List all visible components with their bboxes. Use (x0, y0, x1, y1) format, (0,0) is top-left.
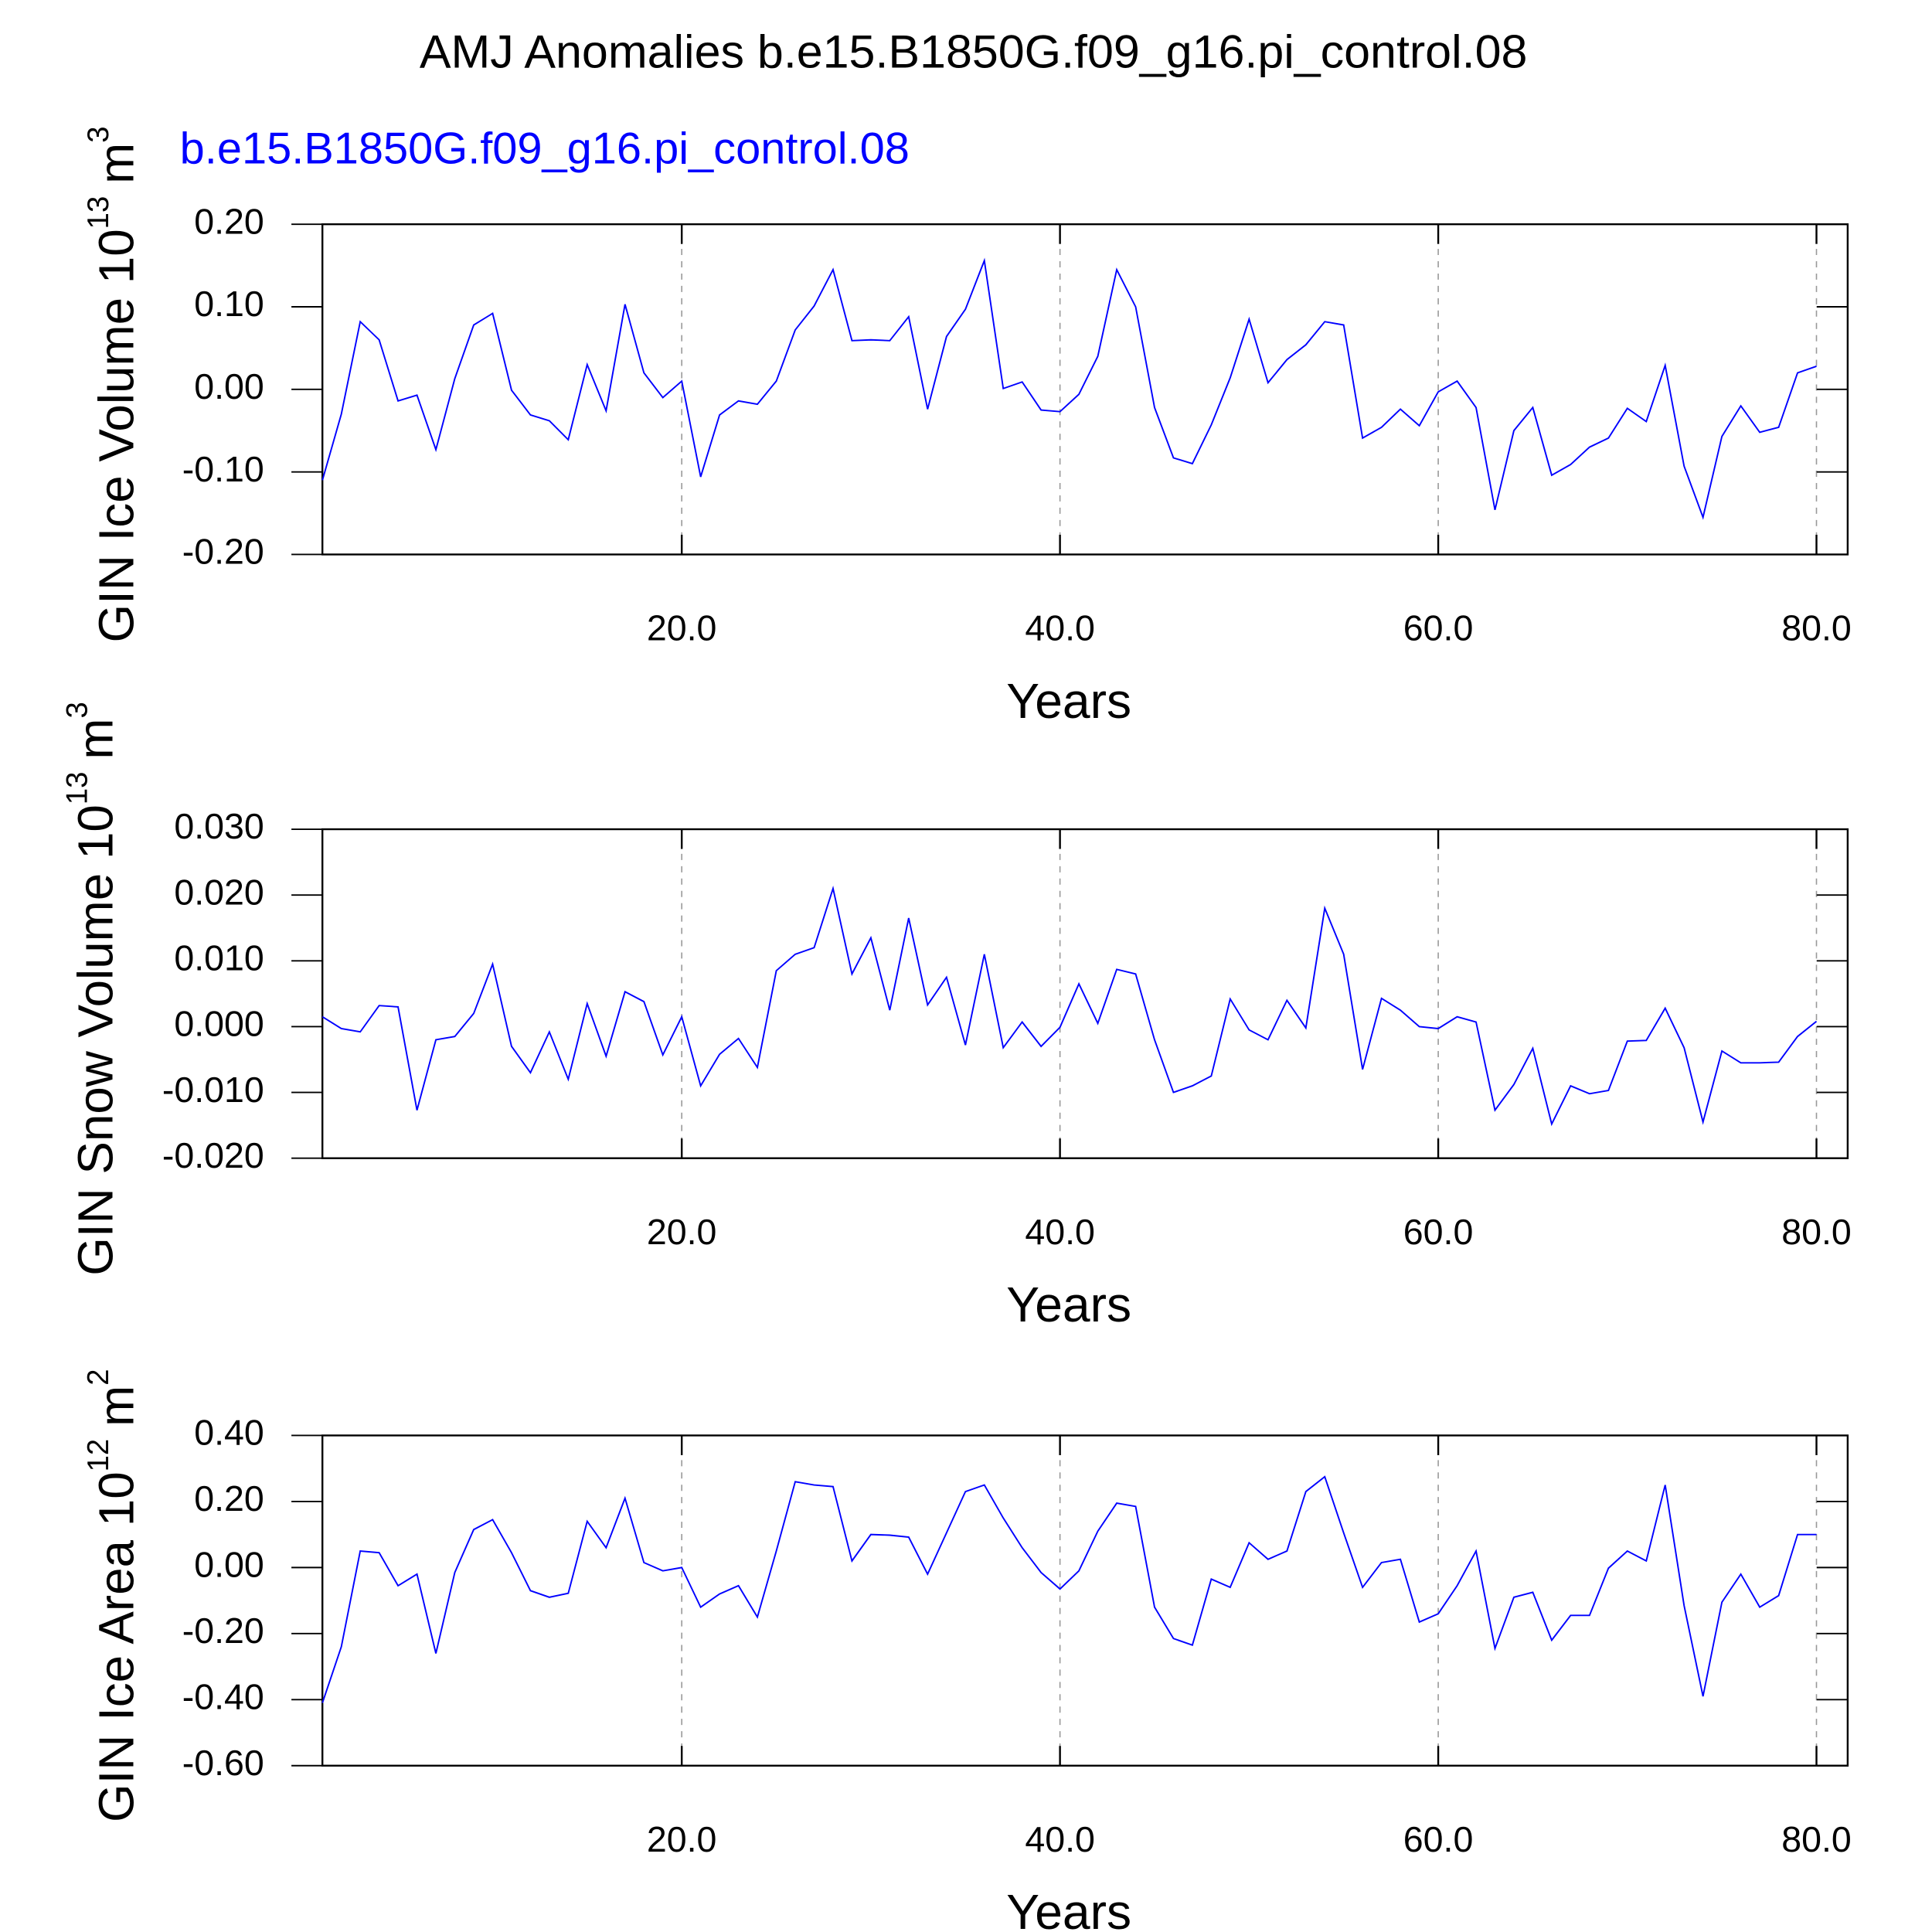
y-tick-label: 0.00 (194, 366, 264, 406)
x-tick-label: 80.0 (1781, 1819, 1852, 1859)
y-axis-label: GIN Snow Volume 1013 m3 (61, 702, 124, 1276)
plot-frame (321, 828, 1849, 1159)
y-axis-label: GIN Ice Area 1012 m2 (82, 1369, 145, 1822)
x-tick-label: 60.0 (1403, 608, 1474, 648)
y-tick-label: 0.000 (174, 1004, 264, 1044)
y-tick-label: -0.10 (182, 449, 264, 489)
x-tick-label: 80.0 (1781, 608, 1852, 648)
y-axis-label-text: GIN Snow Volume 10 (67, 804, 123, 1276)
y-tick-label: 0.40 (194, 1413, 264, 1453)
y-tick-label: -0.60 (182, 1743, 264, 1783)
x-tick-label: 80.0 (1781, 1212, 1852, 1252)
panel: 20.0 40.0 60.0 80.0 -0.60 -0.40 -0.20 0.00 0.20 0… (82, 1369, 1852, 1932)
y-axis-label-text: GIN Ice Volume 10 (88, 229, 144, 642)
y-tick-label: 0.030 (174, 806, 264, 846)
data-line (321, 885, 1818, 1127)
y-axis-label-unit: m (88, 1386, 144, 1427)
x-axis-label: Years (1006, 673, 1131, 729)
y-axis-label-unit-exponent: 3 (61, 702, 94, 718)
x-axis-label: Years (1006, 1277, 1131, 1332)
data-line (321, 1475, 1817, 1703)
y-tick-label: -0.20 (182, 532, 264, 572)
x-tick-label: 20.0 (647, 1212, 717, 1252)
y-tick-label: -0.020 (162, 1135, 264, 1175)
x-tick-label: 20.0 (647, 608, 717, 648)
y-axis-label-unit: m (88, 143, 144, 184)
y-axis-label-unit-exponent: 3 (82, 126, 115, 142)
x-tick-label: 60.0 (1403, 1212, 1474, 1252)
y-tick-label: 0.010 (174, 938, 264, 978)
y-axis-label-exponent: 12 (82, 1439, 115, 1472)
y-tick-label: -0.40 (182, 1677, 264, 1717)
x-tick-label: 20.0 (647, 1819, 717, 1859)
y-axis-label-text: GIN Ice Area 10 (88, 1471, 144, 1822)
y-axis-label-unit: m (67, 719, 123, 760)
y-axis-label-exponent: 13 (61, 772, 94, 805)
y-tick-label: 0.20 (194, 1478, 264, 1519)
y-tick-label: 0.020 (174, 872, 264, 913)
x-tick-label: 60.0 (1403, 1819, 1474, 1859)
title: AMJ Anomalies b.e15.B1850G.f09_g16.pi_co… (420, 26, 1528, 78)
y-axis-label-exponent: 13 (82, 196, 115, 230)
x-axis-label: Years (1006, 1884, 1131, 1932)
y-axis-label: GIN Ice Volume 1013 m3 (82, 126, 145, 642)
subtitle: b.e15.B1850G.f09_g16.pi_control.08 (180, 124, 910, 173)
plot-frame (321, 1434, 1849, 1767)
y-tick-label: 0.20 (194, 202, 264, 242)
data-line (321, 257, 1817, 520)
panel: 20.0 40.0 60.0 80.0 -0.020 -0.010 0.000 0.010 0.… (61, 702, 1852, 1332)
y-axis-label-unit-exponent: 2 (82, 1369, 115, 1385)
panel: 20.0 40.0 60.0 80.0 -0.20 -0.10 0.00 0.10 0.20 Ye… (82, 126, 1852, 728)
plot-frame (321, 223, 1849, 556)
y-tick-label: -0.010 (162, 1070, 264, 1110)
y-tick-label: -0.20 (182, 1611, 264, 1651)
x-tick-label: 40.0 (1025, 1819, 1095, 1859)
y-tick-label: 0.10 (194, 284, 264, 324)
y-tick-label: 0.00 (194, 1545, 264, 1585)
x-tick-label: 40.0 (1025, 608, 1095, 648)
x-tick-label: 40.0 (1025, 1212, 1095, 1252)
